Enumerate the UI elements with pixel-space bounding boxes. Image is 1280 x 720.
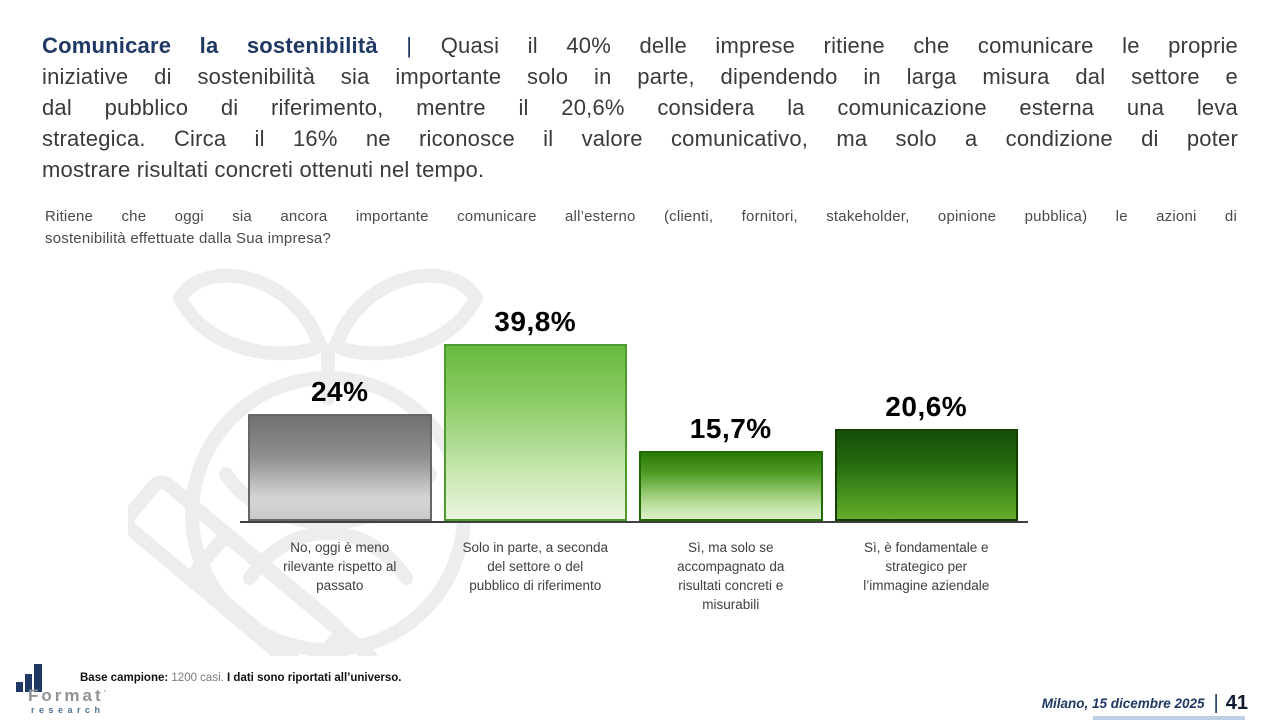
chart-category-axis: No, oggi è meno rilevante rispetto al pa… bbox=[240, 538, 1028, 614]
footer-accent-strip bbox=[1093, 716, 1245, 720]
intro-line-2: iniziative di sostenibilità sia importan… bbox=[42, 64, 1238, 89]
bar-2 bbox=[443, 344, 627, 521]
page-number: 41 bbox=[1225, 692, 1248, 714]
title-separator: | bbox=[377, 33, 441, 58]
date-page-separator: | bbox=[1213, 692, 1219, 714]
bar-3 bbox=[639, 451, 823, 521]
category-label-1: No, oggi è meno rilevante rispetto al pa… bbox=[283, 540, 397, 593]
bar-value-label-3: 15,7% bbox=[689, 413, 772, 444]
bar-column-4: 20,6% bbox=[834, 391, 1018, 521]
footer-date-block: Milano, 15 dicembre 2025 | 41 bbox=[1042, 692, 1248, 715]
bar-4 bbox=[834, 429, 1018, 521]
bar-value-label-1: 24% bbox=[310, 376, 369, 407]
format-research-steps-logo-icon bbox=[16, 664, 42, 692]
logo-research-text: research bbox=[31, 705, 105, 715]
intro-line-3: dal pubblico di riferimento, mentre il 2… bbox=[42, 95, 1238, 120]
bar-column-1: 24% bbox=[248, 376, 432, 521]
intro-line-1-text: Quasi il 40% delle imprese ritiene che c… bbox=[440, 33, 1238, 58]
intro-line-1: Comunicare la sostenibilità | Quasi il 4… bbox=[42, 30, 1238, 61]
slide-title: Comunicare la sostenibilità bbox=[42, 33, 378, 58]
logo-format-text: Format bbox=[28, 686, 104, 705]
sample-base-note: Base campione: 1200 casi. I dati sono ri… bbox=[80, 672, 402, 684]
base-universe-note: I dati sono riportati all’universo. bbox=[227, 672, 402, 684]
intro-paragraph: Comunicare la sostenibilità | Quasi il 4… bbox=[42, 30, 1238, 185]
logo-trademark-mark: · bbox=[103, 686, 110, 696]
category-label-3: Sì, ma solo se accompagnato da risultati… bbox=[677, 540, 785, 612]
bar-value-label-4: 20,6% bbox=[885, 391, 968, 422]
bar-value-label-2: 39,8% bbox=[494, 306, 577, 337]
logo-format-wordmark: Format· bbox=[28, 686, 110, 706]
chart-plot-area: 24% 39,8% 15,7% 20,6% bbox=[240, 274, 1028, 523]
bar-1 bbox=[248, 414, 432, 521]
intro-line-4: strategica. Circa il 16% ne riconosce il… bbox=[42, 126, 1238, 151]
bar-column-2: 39,8% bbox=[443, 306, 627, 521]
base-detail: 1200 casi. bbox=[171, 672, 224, 684]
question-line-2: sostenibilità effettuate dalla Sua impre… bbox=[45, 229, 331, 247]
bar-column-3: 15,7% bbox=[639, 413, 823, 521]
bar-chart: 24% 39,8% 15,7% 20,6% No, oggi è meno rilev… bbox=[240, 274, 1028, 614]
question-line-1: Ritiene che oggi sia ancora importante c… bbox=[45, 208, 1237, 225]
survey-question: Ritiene che oggi sia ancora importante c… bbox=[45, 206, 1237, 249]
base-label: Base campione: bbox=[80, 672, 169, 684]
slide-date: Milano, 15 dicembre 2025 bbox=[1041, 696, 1205, 711]
intro-line-5: mostrare risultati concreti ottenuti nel… bbox=[42, 157, 485, 182]
category-label-4: Sì, è fondamentale e strategico per l’im… bbox=[863, 540, 990, 593]
category-label-2: Solo in parte, a seconda del settore o d… bbox=[462, 540, 609, 593]
